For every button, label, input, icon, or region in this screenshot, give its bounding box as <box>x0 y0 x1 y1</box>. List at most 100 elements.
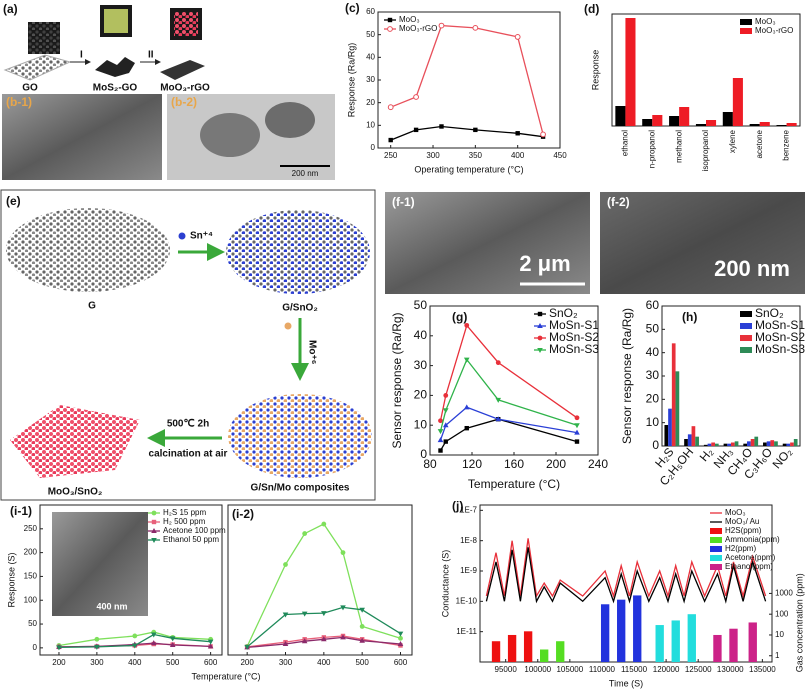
y-tick-label: 1E-11 <box>456 627 477 636</box>
panel-label: (i-2) <box>232 507 254 521</box>
y-tick-label: 20 <box>414 388 428 402</box>
y-tick-label: 40 <box>366 52 375 61</box>
marker <box>388 137 393 143</box>
marker <box>464 425 469 431</box>
panel-label: (g) <box>452 310 467 324</box>
step-label: II <box>148 50 154 61</box>
bar <box>652 115 663 126</box>
marker <box>151 528 157 533</box>
marker <box>463 404 470 410</box>
bar <box>668 408 672 446</box>
y-tick-label: 1E-9 <box>460 566 477 575</box>
series-line <box>390 125 544 141</box>
marker <box>340 634 346 640</box>
legend-label: Acetone 100 ppm <box>163 526 226 535</box>
legend-swatch <box>710 555 722 561</box>
marker <box>574 415 580 421</box>
panel-label: (b-1) <box>6 95 32 109</box>
x-tick-label: xylene <box>728 129 737 153</box>
marker <box>515 131 520 136</box>
panel-label: (e) <box>6 194 21 208</box>
x-tick-label: acetone <box>755 129 764 158</box>
y-axis-label: Response (Ra/Rg) <box>346 43 356 118</box>
inset-i1: 400 nm <box>52 512 148 616</box>
legend-label: H2(ppm) <box>725 544 756 553</box>
y-tick-label: 30 <box>646 368 660 382</box>
y2-tick-label: 1 <box>775 651 780 660</box>
bar <box>523 631 533 662</box>
marker <box>438 418 443 424</box>
series-line <box>58 633 211 649</box>
panel-label: (h) <box>682 310 697 324</box>
marker <box>207 639 214 645</box>
bar <box>713 634 722 662</box>
moo3-tile-fill <box>174 12 198 36</box>
marker <box>359 637 365 643</box>
x-tick-label: isopropanol <box>701 130 710 172</box>
x-tick-label: 240 <box>588 457 608 471</box>
marker <box>282 641 289 647</box>
legend-label: MoO₃ <box>399 15 420 24</box>
bar <box>774 441 778 446</box>
bar <box>669 116 680 126</box>
marker <box>537 311 543 317</box>
panel-label: (i-1) <box>10 504 32 518</box>
marker <box>495 360 501 366</box>
marker <box>537 348 543 353</box>
legend-swatch <box>740 347 752 353</box>
y-tick-label: 50 <box>414 298 428 312</box>
bar <box>711 442 715 446</box>
x-tick-label: 200 <box>52 658 66 667</box>
go-sheet <box>3 54 72 81</box>
legend-swatch <box>740 311 752 317</box>
sem-texture <box>600 192 805 294</box>
bar <box>723 443 728 446</box>
series-line <box>58 631 211 647</box>
bar <box>556 641 565 662</box>
y-tick-label: 1E-7 <box>460 505 477 514</box>
y-tick-label: 60 <box>366 7 375 16</box>
legend-label: H₂ 500 ppm <box>163 517 206 526</box>
sem-inset <box>52 512 148 616</box>
y-tick-label: 150 <box>24 572 38 581</box>
condition-label: 500℃ 2h <box>167 419 209 430</box>
photo-b1: (b-1) <box>2 94 162 180</box>
legend-swatch <box>740 19 752 25</box>
legend-label: MoSn-S1 <box>755 318 805 332</box>
x-axis-label: Operating temperature (°C) <box>414 164 523 174</box>
y2-tick-label: 1000 <box>775 589 793 598</box>
marker <box>387 17 393 23</box>
bar <box>790 442 794 446</box>
x-tick-label: 300 <box>426 151 440 160</box>
y-axis-label: Sensor response (Ra/Rg) <box>390 312 404 448</box>
x-tick-label: n-propanol <box>647 130 656 168</box>
step-label: I <box>80 50 83 61</box>
photo-f1: (f-1) 2 μm <box>385 192 590 294</box>
bar <box>664 425 669 446</box>
y-tick-label: 40 <box>414 328 428 342</box>
legend-label: Ammonia(ppm) <box>725 535 780 544</box>
x-tick-label: 200 <box>546 457 566 471</box>
bar <box>754 436 759 446</box>
marker <box>398 635 403 641</box>
x-tick-label: 200 <box>240 658 254 667</box>
y-tick-label: 30 <box>366 75 375 84</box>
bar <box>731 442 735 446</box>
x-tick-label: NO₂ <box>770 445 796 472</box>
x-tick-label: 450 <box>553 151 567 160</box>
legend-label: MoO₃-rGO <box>755 26 793 35</box>
legend-label: MoO₃ <box>755 17 776 26</box>
bar <box>722 112 733 126</box>
bar <box>786 443 791 446</box>
panel-frame <box>0 189 376 501</box>
marker <box>574 439 580 444</box>
legend-swatch <box>740 28 752 34</box>
bar <box>687 614 696 662</box>
mos2-flakes <box>95 57 135 77</box>
marker <box>151 510 157 516</box>
marker <box>537 335 543 341</box>
x-tick-label: 80 <box>423 457 437 471</box>
x-tick-label: 600 <box>394 658 408 667</box>
marker <box>413 94 419 100</box>
